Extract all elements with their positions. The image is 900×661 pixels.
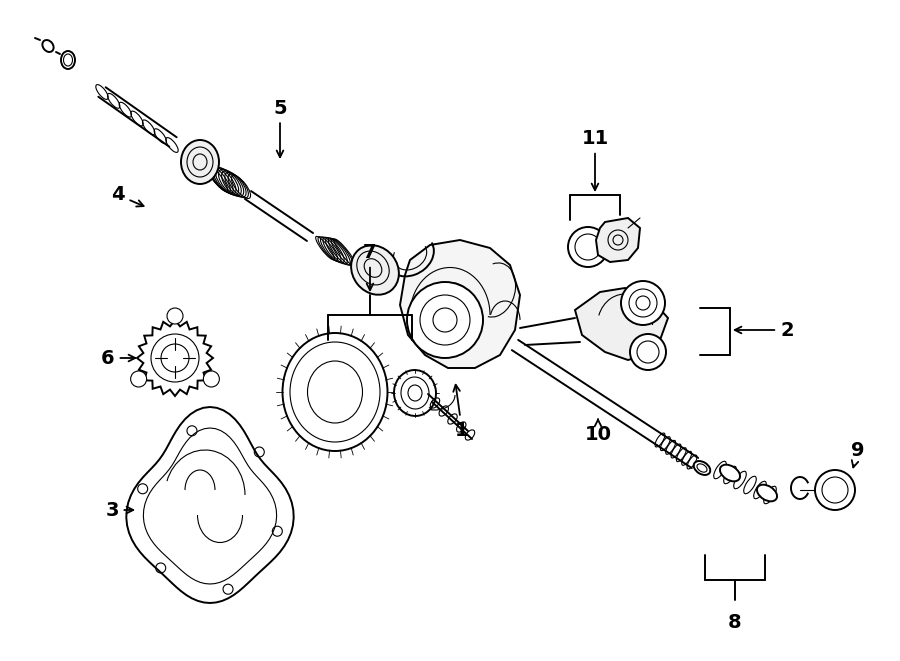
Text: 9: 9: [851, 440, 865, 467]
Ellipse shape: [42, 40, 54, 52]
Circle shape: [130, 371, 147, 387]
Polygon shape: [575, 288, 668, 360]
Circle shape: [568, 227, 608, 267]
Circle shape: [630, 334, 666, 370]
Circle shape: [167, 308, 183, 324]
Text: 1: 1: [454, 385, 469, 440]
Circle shape: [203, 371, 220, 387]
Text: 4: 4: [112, 186, 144, 206]
Circle shape: [815, 470, 855, 510]
Ellipse shape: [757, 485, 777, 501]
Text: 3: 3: [105, 500, 133, 520]
Polygon shape: [596, 218, 640, 262]
Ellipse shape: [181, 140, 219, 184]
Polygon shape: [126, 407, 293, 603]
Ellipse shape: [351, 245, 399, 295]
Ellipse shape: [283, 333, 388, 451]
Polygon shape: [137, 320, 213, 396]
Ellipse shape: [720, 465, 740, 481]
Text: 6: 6: [101, 348, 135, 368]
Text: 8: 8: [728, 613, 742, 631]
Ellipse shape: [394, 370, 436, 416]
Text: 7: 7: [364, 243, 377, 290]
Text: 2: 2: [734, 321, 794, 340]
Text: 10: 10: [584, 419, 611, 444]
Polygon shape: [400, 240, 520, 368]
Circle shape: [407, 282, 483, 358]
Circle shape: [621, 281, 665, 325]
Ellipse shape: [694, 461, 710, 475]
Text: 5: 5: [274, 98, 287, 157]
Text: 11: 11: [581, 129, 608, 190]
Ellipse shape: [61, 51, 75, 69]
